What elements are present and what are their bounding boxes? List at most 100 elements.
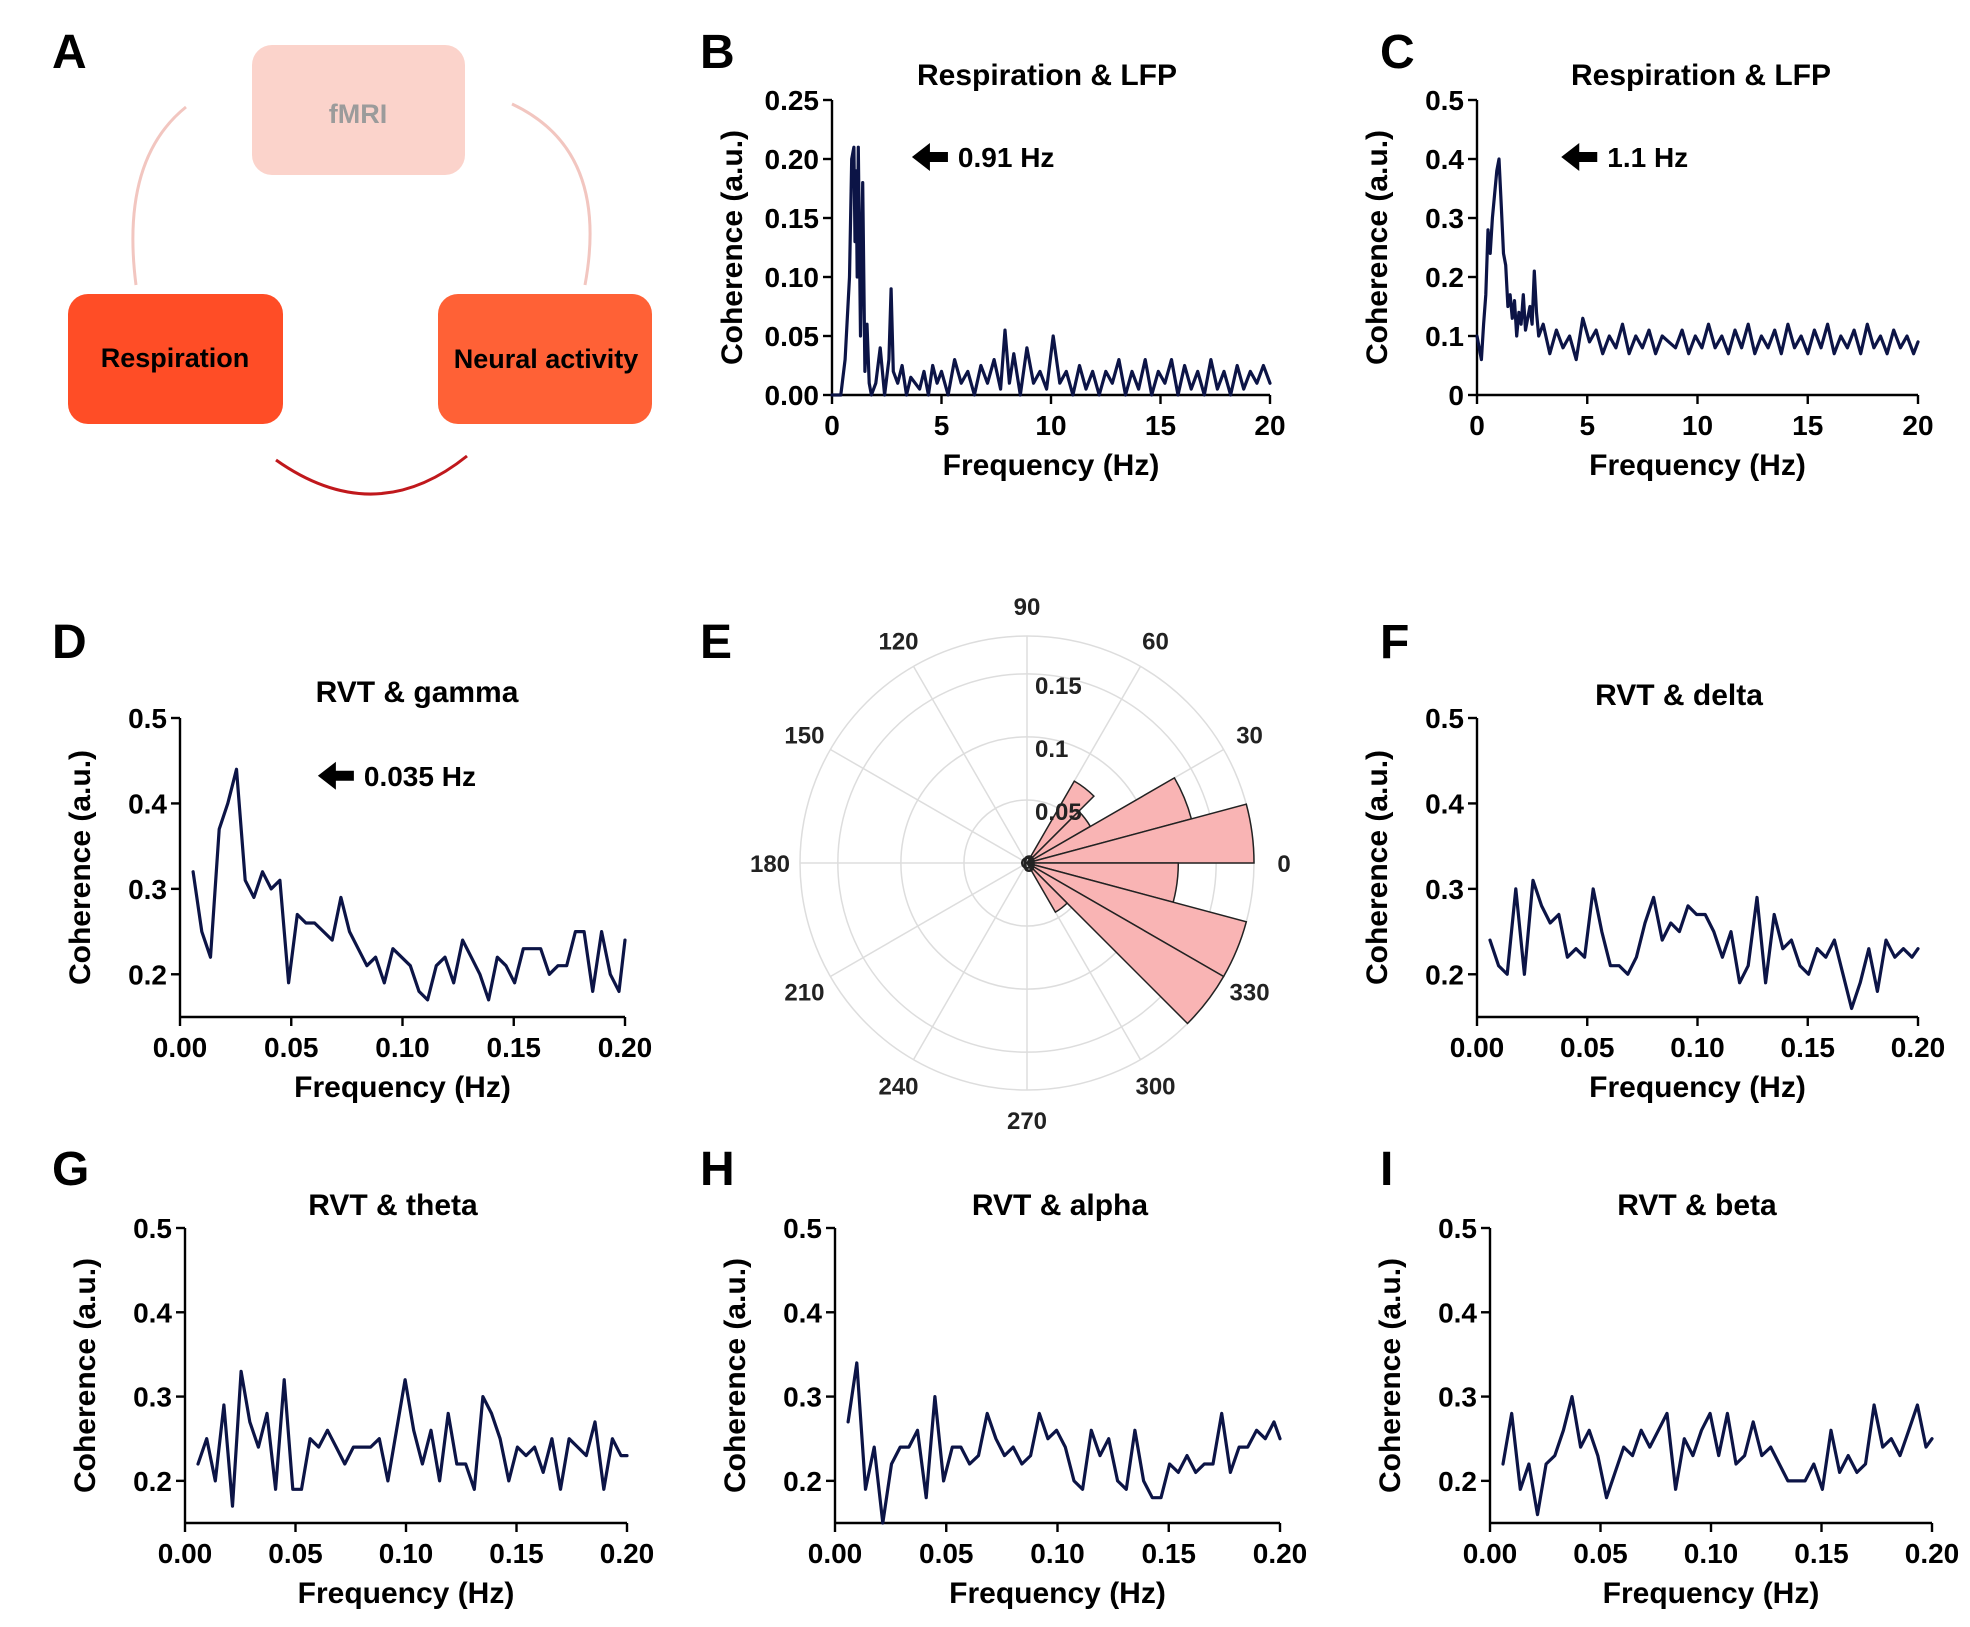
fmri-box [252, 45, 465, 175]
x-tick-label: 10 [1035, 410, 1066, 441]
x-tick-label: 0.05 [919, 1538, 974, 1569]
x-axis-label: Frequency (Hz) [1603, 1577, 1820, 1610]
y-axis-label: Coherence (a.u.) [716, 130, 749, 365]
rose-bin [1026, 862, 1069, 914]
x-tick-label: 0 [1469, 410, 1485, 441]
y-tick-label: 0.00 [765, 380, 820, 411]
chart-f: RVT & delta 0.2 0.3 0.4 0.5 0.00 0.05 0.10 0.15 0… [1361, 679, 1945, 1104]
annotation-label: 0.91 Hz [958, 142, 1054, 173]
y-tick-label: 0.3 [783, 1382, 822, 1413]
y-tick-label: 0.2 [128, 959, 167, 990]
y-tick-label: 0.2 [783, 1466, 822, 1497]
arc-respiration-neural [275, 454, 468, 496]
x-axis-label: Frequency (Hz) [943, 449, 1160, 482]
x-tick-label: 0.15 [1794, 1538, 1849, 1569]
x-axis-label: Frequency (Hz) [1589, 1071, 1806, 1104]
series-line [1475, 157, 1920, 362]
y-axis-label: Coherence (a.u.) [69, 1258, 102, 1493]
rose-bin [1026, 803, 1255, 864]
series-line [1488, 878, 1920, 1011]
y-tick-label: 0.4 [783, 1297, 822, 1328]
annotation-arrow-icon [1561, 143, 1598, 171]
y-axis-label: Coherence (a.u.) [1361, 750, 1394, 985]
chart-title: Respiration & LFP [917, 59, 1177, 92]
chart-title: RVT & gamma [316, 676, 519, 709]
series-line [846, 1361, 1282, 1525]
chart-i: RVT & beta 0.2 0.3 0.4 0.5 0.00 0.05 0.10 0.15 0.… [1374, 1189, 1959, 1610]
x-tick-label: 0.20 [598, 1032, 653, 1063]
y-tick-label: 0.3 [1438, 1382, 1477, 1413]
polar-angle-label: 120 [878, 628, 918, 655]
polar-radial-label: 0.05 [1035, 799, 1082, 826]
y-tick-label: 0.4 [128, 788, 167, 819]
y-tick-label: 0.4 [133, 1297, 172, 1328]
polar-spoke [912, 666, 1028, 864]
y-tick-label: 0.2 [1438, 1466, 1477, 1497]
annotation-arrow-icon [911, 143, 948, 171]
arc-fmri-respiration [131, 105, 187, 286]
y-tick-label: 0.5 [128, 703, 167, 734]
x-tick-label: 0.10 [375, 1032, 430, 1063]
respiration-box [68, 294, 283, 424]
x-tick-label: 0.10 [1684, 1538, 1739, 1569]
x-axis-label: Frequency (Hz) [1589, 449, 1806, 482]
x-tick-label: 0 [824, 410, 840, 441]
x-tick-label: 0.00 [1463, 1538, 1518, 1569]
polar-angle-label: 210 [784, 980, 824, 1007]
x-axis-label: Frequency (Hz) [949, 1577, 1166, 1610]
panel-letter-e: E [700, 616, 732, 669]
chart-title: RVT & theta [308, 1189, 478, 1222]
panel-letter-a: A [52, 26, 87, 79]
y-axis-label: Coherence (a.u.) [719, 1258, 752, 1493]
polar-angle-label: 240 [878, 1074, 918, 1101]
x-tick-label: 0.20 [1253, 1538, 1308, 1569]
x-tick-label: 15 [1145, 410, 1176, 441]
chart-title: RVT & alpha [972, 1189, 1148, 1222]
polar-angle-label: 150 [784, 723, 824, 750]
y-tick-label: 0.5 [1425, 703, 1464, 734]
y-tick-label: 0.10 [765, 262, 820, 293]
polar-angle-label: 0 [1277, 851, 1290, 878]
annotation-label: 1.1 Hz [1607, 142, 1688, 173]
x-tick-label: 20 [1902, 410, 1933, 441]
polar-angle-label: 180 [750, 851, 790, 878]
y-tick-label: 0.2 [1425, 262, 1464, 293]
chart-c: Respiration & LFP 0 0.1 0.2 0.3 0.4 0.5 0 5 10 15 2… [1361, 59, 1934, 482]
x-tick-label: 15 [1792, 410, 1823, 441]
arc-fmri-neural [511, 102, 592, 286]
polar-spoke [830, 862, 1028, 978]
y-tick-label: 0.5 [1425, 85, 1464, 116]
polar-spoke [912, 862, 1028, 1060]
rose-bin [1026, 862, 1225, 1025]
y-tick-label: 0 [1448, 380, 1464, 411]
series-line [196, 1369, 629, 1508]
chart-title: Respiration & LFP [1571, 59, 1831, 92]
x-tick-label: 0.10 [379, 1538, 434, 1569]
x-tick-label: 10 [1682, 410, 1713, 441]
neural-activity-box [438, 294, 652, 424]
y-tick-label: 0.4 [1425, 144, 1464, 175]
x-tick-label: 0.10 [1670, 1032, 1725, 1063]
series-line [1501, 1394, 1934, 1517]
x-tick-label: 0.15 [487, 1032, 542, 1063]
x-tick-label: 20 [1254, 410, 1285, 441]
y-tick-label: 0.1 [1425, 321, 1464, 352]
chart-d: RVT & gamma 0.2 0.3 0.4 0.5 0.00 0.05 0.10 0.15 0… [64, 676, 652, 1104]
polar-angle-label: 300 [1135, 1074, 1175, 1101]
polar-spoke [830, 748, 1028, 864]
y-tick-label: 0.4 [1438, 1297, 1477, 1328]
x-tick-label: 0.20 [1905, 1538, 1960, 1569]
x-tick-label: 0.15 [1142, 1538, 1197, 1569]
y-tick-label: 0.25 [765, 85, 820, 116]
panel-letter-d: D [52, 616, 87, 669]
y-tick-label: 0.05 [765, 321, 820, 352]
y-tick-label: 0.3 [1425, 874, 1464, 905]
panel-letter-h: H [700, 1143, 735, 1196]
y-tick-label: 0.5 [783, 1213, 822, 1244]
y-tick-label: 0.5 [1438, 1213, 1477, 1244]
polar-angle-label: 90 [1014, 594, 1041, 621]
x-tick-label: 0.20 [1891, 1032, 1946, 1063]
x-tick-label: 0.00 [1450, 1032, 1505, 1063]
annotation-arrow-icon [317, 761, 354, 790]
y-tick-label: 0.3 [1425, 203, 1464, 234]
